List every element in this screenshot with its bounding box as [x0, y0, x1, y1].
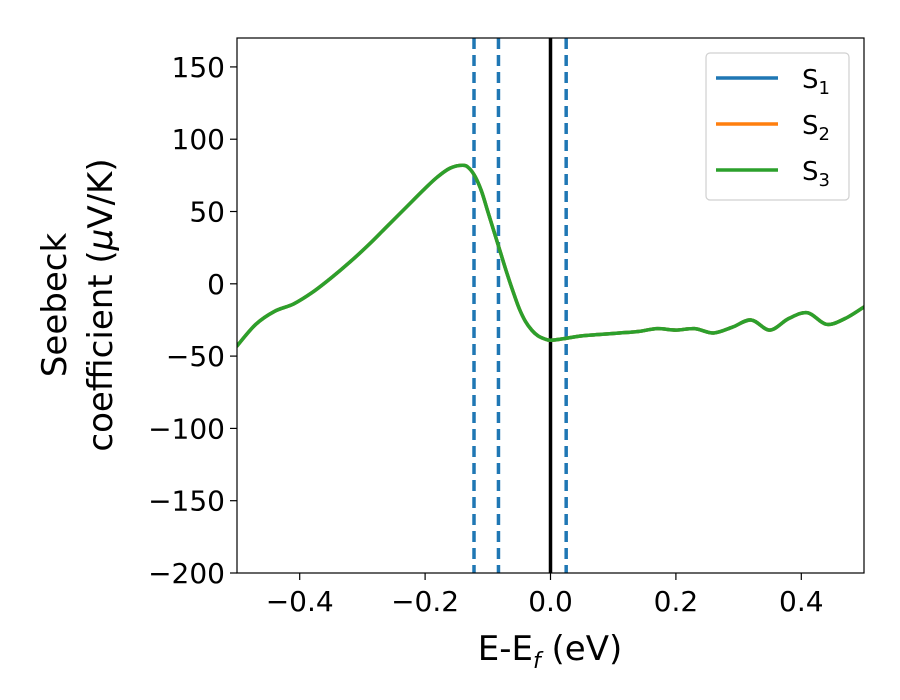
y-tick-label: 100: [172, 123, 225, 156]
x-axis-title: E-Ef (eV): [478, 629, 623, 674]
legend-label-s1: S1: [802, 65, 830, 99]
x-tick-label: 0.2: [654, 585, 699, 618]
x-tick-label: −0.4: [266, 585, 334, 618]
y-tick-label: −200: [148, 557, 225, 590]
y-tick-label: −150: [148, 485, 225, 518]
legend-label-name: S: [802, 111, 819, 141]
y-tick-label: −100: [148, 412, 225, 445]
legend-label-sub: 2: [819, 124, 830, 145]
y-axis-title-line2: coefficient (μV/K): [81, 158, 121, 451]
legend-label-sub: 3: [819, 170, 830, 191]
legend-label-name: S: [802, 65, 819, 95]
x-tick-label: −0.2: [391, 585, 459, 618]
x-axis-title-sub: f: [533, 649, 544, 674]
x-axis-title-unit: (eV): [541, 629, 623, 669]
legend-label-s3: S3: [802, 157, 830, 191]
x-tick-label: 0.0: [528, 585, 573, 618]
y-tick-label: 0: [207, 268, 225, 301]
legend-box: [705, 52, 850, 201]
series-line-s3: [237, 163, 864, 348]
y-axis-title-coefficient: coefficient (: [81, 250, 121, 451]
y-axis-title-unit: V/K): [81, 158, 121, 228]
y-axis-title-mu: μ: [81, 229, 121, 252]
legend-label-s2: S2: [802, 111, 830, 145]
legend-label-sub: 1: [819, 78, 830, 99]
y-axis-title-line1: Seebeck: [35, 233, 75, 378]
y-tick-label: 50: [189, 196, 225, 229]
x-tick-label: 0.4: [779, 585, 824, 618]
legend-label-name: S: [802, 157, 819, 187]
x-axis-title-main: E-E: [478, 629, 533, 669]
y-tick-label: −50: [166, 340, 225, 373]
y-tick-label: 150: [172, 51, 225, 84]
